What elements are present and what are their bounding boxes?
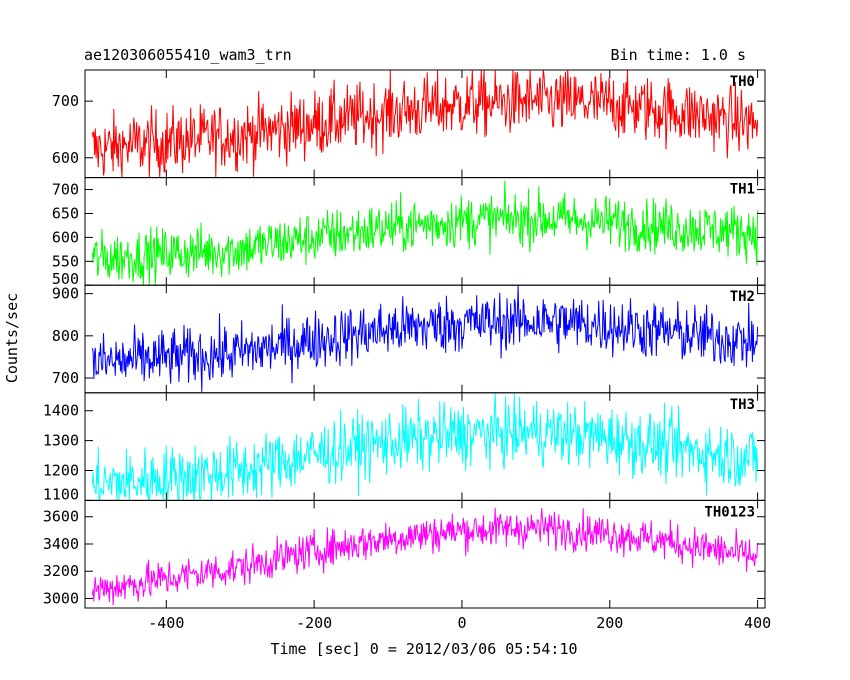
- panel-th2: 700 800 900 TH2: [52, 285, 766, 394]
- y-tick-label: 3600: [43, 508, 79, 526]
- x-tick-label: 400: [744, 614, 771, 632]
- series-line-th2: [91, 285, 759, 393]
- y-tick-label: 700: [52, 92, 79, 110]
- x-tick-label: -200: [296, 614, 332, 632]
- y-axis-label: Counts/sec: [3, 293, 21, 383]
- series-line-th3: [91, 392, 759, 501]
- x-tick-label: -400: [148, 614, 184, 632]
- panel-th0123: 3000 3200 3400 3600 TH0123: [43, 499, 766, 609]
- panel-label: TH0: [730, 74, 755, 90]
- y-tick-label: 650: [52, 204, 79, 222]
- y-tick-label: 550: [52, 252, 79, 270]
- y-tick-label: 800: [52, 327, 79, 345]
- panel-th3: 1100 1200 1300 1400 TH3: [43, 392, 766, 503]
- y-tick-label: 900: [52, 285, 79, 303]
- panel-label: TH2: [730, 289, 755, 305]
- panel-label: TH1: [730, 182, 755, 198]
- panel-th0: 600 700 TH0: [52, 69, 766, 179]
- y-tick-label: 600: [52, 149, 79, 167]
- y-tick-label: 1100: [43, 485, 79, 503]
- series-line-th0: [91, 69, 759, 178]
- y-tick-label: 600: [52, 228, 79, 246]
- chart-title: ae120306055410_wam3_trn: [84, 46, 292, 64]
- y-tick-label: 1300: [43, 432, 79, 450]
- panel-frame: [84, 499, 766, 609]
- y-tick-label: 700: [52, 181, 79, 199]
- series-line-th0123: [91, 507, 759, 606]
- y-tick-label: 3400: [43, 535, 79, 553]
- x-tick-label: 0: [457, 614, 466, 632]
- y-tick-label: 3200: [43, 562, 79, 580]
- y-tick-label: 700: [52, 369, 79, 387]
- x-axis: -400 -200 0 200 400: [148, 614, 771, 632]
- panel-label: TH0123: [704, 504, 755, 520]
- panel-label: TH3: [730, 397, 755, 413]
- x-tick-label: 200: [596, 614, 623, 632]
- y-tick-label: 1400: [43, 402, 79, 420]
- x-axis-label: Time [sec] 0 = 2012/03/06 05:54:10: [270, 640, 577, 658]
- y-tick-label: 3000: [43, 589, 79, 607]
- y-tick-label: 1200: [43, 462, 79, 480]
- bin-time-label: Bin time: 1.0 s: [611, 46, 746, 64]
- series-line-th1: [91, 180, 759, 286]
- y-tick-label: 500: [52, 270, 79, 288]
